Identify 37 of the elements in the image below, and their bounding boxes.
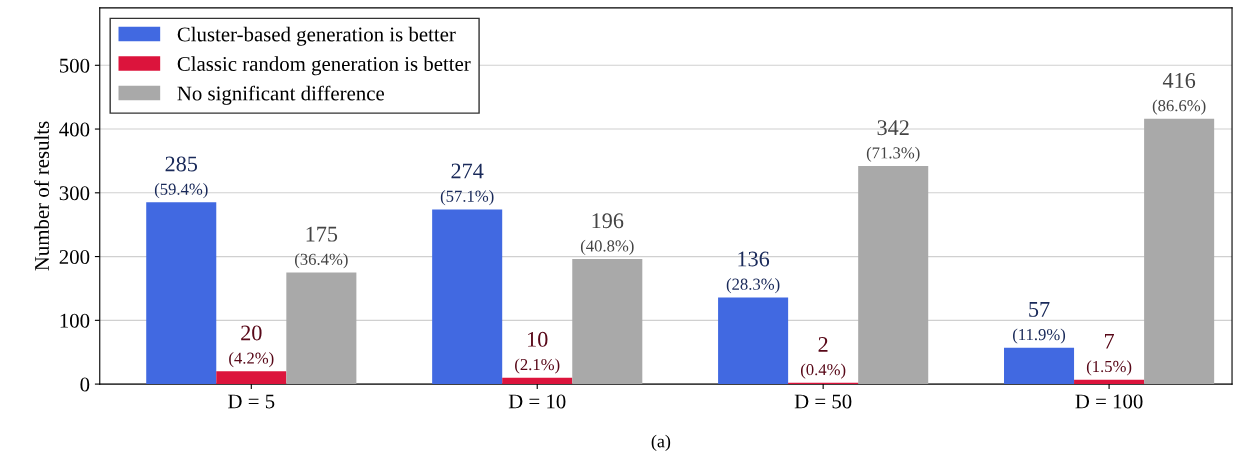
data-label: 10 (2.1%) — [515, 331, 560, 374]
data-label: 136 (28.3%) — [726, 251, 780, 294]
x-tick-label: D = 10 — [508, 394, 566, 409]
text: (a) — [651, 434, 671, 452]
bar — [858, 166, 929, 385]
data-label: 175 (36.4%) — [295, 226, 348, 269]
y-tick-label: 100 — [60, 313, 90, 328]
data-label: 7 (1.5%) — [1086, 333, 1132, 376]
bar — [146, 202, 217, 385]
data-label: 285 (59.4%) — [154, 156, 208, 199]
bar — [572, 259, 643, 385]
bar — [216, 371, 287, 385]
data-label: 274 (57.1%) — [440, 163, 494, 206]
x-tick-label: D = 5 — [228, 394, 275, 409]
y-tick-label: 300 — [59, 186, 90, 201]
data-label: 2 (0.4%) — [800, 336, 846, 379]
y-tick-label: 500 — [60, 58, 90, 73]
bar — [718, 297, 789, 385]
data-label: 196 (40.8%) — [580, 213, 634, 255]
bar — [432, 209, 503, 385]
data-label: 20 (4.2%) — [229, 325, 274, 368]
y-tick-label: 200 — [59, 249, 90, 264]
legend-label: Cluster-based generation is better — [177, 26, 456, 46]
x-tick-label: D = 50 — [794, 394, 852, 409]
legend-label: No significant difference — [177, 85, 384, 105]
data-label: 416 (86.6%) — [1152, 73, 1206, 115]
x-tick-label: D = 100 — [1075, 394, 1143, 409]
bar — [502, 377, 573, 385]
data-label: 342 (71.3%) — [866, 120, 920, 162]
y-axis-title: Number of results — [34, 121, 49, 271]
y-tick-label: 0 — [80, 377, 90, 392]
data-label: 57 (11.9%) — [1013, 302, 1066, 344]
legend-label: Classic random generation is better — [177, 56, 471, 76]
bar — [1004, 347, 1075, 385]
y-tick-label: 400 — [59, 122, 90, 137]
bar — [286, 272, 357, 385]
bar — [1144, 118, 1215, 385]
